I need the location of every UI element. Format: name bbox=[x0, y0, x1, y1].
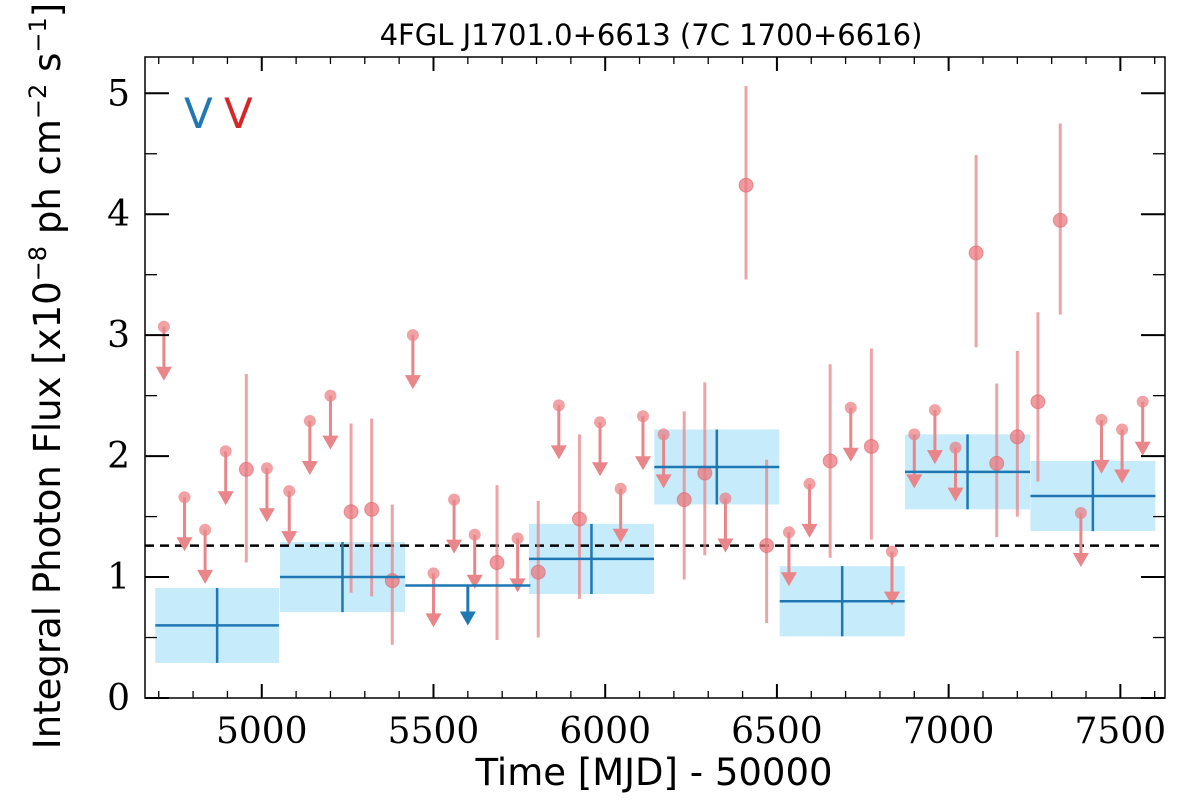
x-tick-label-5: 7500 bbox=[1075, 711, 1167, 752]
monthly-point-11 bbox=[384, 573, 400, 589]
monthly-ul-arrow-0-head bbox=[155, 366, 172, 381]
monthly-point-20 bbox=[571, 511, 587, 527]
x-tick-label-3: 6500 bbox=[731, 711, 823, 752]
monthly-ul-arrow-38-head bbox=[947, 487, 964, 502]
monthly-ul-arrow-14-head bbox=[446, 539, 463, 554]
monthly-ul-arrow-1-head bbox=[176, 537, 193, 552]
monthly-ul-arrow-21-head bbox=[592, 462, 609, 477]
y-tick-label-4: 4 bbox=[107, 194, 130, 235]
x-tick-label-0: 5000 bbox=[216, 711, 308, 752]
y-axis-label-exp3: −1 bbox=[24, 17, 52, 52]
monthly-ul-arrow-12-head bbox=[404, 375, 421, 390]
monthly-ul-arrow-2-head bbox=[197, 569, 214, 584]
monthly-point-10 bbox=[364, 501, 380, 517]
monthly-point-39 bbox=[968, 245, 984, 261]
monthly-ul-arrow-47-head bbox=[1134, 441, 1151, 456]
y-axis-label-exp1: −8 bbox=[24, 246, 52, 281]
monthly-ul-arrow-31-head bbox=[801, 523, 818, 538]
monthly-ul-arrow-37-head bbox=[926, 450, 943, 465]
monthly-ul-arrow-46-head bbox=[1114, 469, 1131, 484]
plot-area: 5000 5500 6000 6500 7000 7500 0 1 2 3 4 5 bbox=[107, 56, 1167, 752]
y-axis-label-mid: ph cm bbox=[26, 119, 69, 246]
y-axis-label-end: ] bbox=[26, 3, 69, 17]
monthly-ul-arrow-7-head bbox=[301, 461, 318, 476]
monthly-ul-arrow-15-head bbox=[466, 574, 483, 589]
monthly-ul-arrow-30-head bbox=[780, 572, 797, 587]
marker-v-blue: V bbox=[184, 89, 213, 138]
yearly-ul-arrow-2-head bbox=[459, 611, 476, 626]
monthly-ul-arrow-3-head bbox=[217, 491, 234, 506]
y-tick-label-3: 3 bbox=[107, 315, 130, 356]
y-tick-label-0: 0 bbox=[107, 678, 130, 719]
y-axis-label-exp2: −2 bbox=[24, 84, 52, 119]
x-tick-label-4: 7000 bbox=[903, 711, 995, 752]
monthly-ul-arrow-27-head bbox=[717, 538, 734, 553]
monthly-ul-arrow-22-head bbox=[612, 528, 629, 543]
monthly-ul-arrow-23-head bbox=[634, 456, 651, 471]
plot-frame bbox=[144, 56, 1166, 699]
monthly-point-41 bbox=[1009, 429, 1025, 445]
x-axis-label: Time [MJD] - 50000 bbox=[474, 751, 832, 794]
y-axis-label: Integral Photon Flux [x10−8 ph cm−2 s−1] bbox=[24, 3, 69, 749]
monthly-ul-arrow-44-head bbox=[1072, 552, 1089, 567]
monthly-ul-arrow-5-head bbox=[258, 508, 275, 523]
monthly-point-32 bbox=[822, 453, 838, 469]
monthly-ul-arrow-36-head bbox=[906, 474, 923, 489]
monthly-ul-arrow-35-head bbox=[883, 591, 900, 606]
marker-v-red: V bbox=[224, 89, 253, 138]
monthly-ul-arrow-19-head bbox=[550, 445, 567, 460]
monthly-ul-arrow-24-head bbox=[655, 474, 672, 489]
y-tick-label-5: 5 bbox=[107, 73, 130, 114]
y-axis-label-mid2: s bbox=[26, 53, 69, 84]
monthly-point-16 bbox=[489, 555, 505, 571]
chart-title: 4FGL J1701.0+6613 (7C 1700+6616) bbox=[380, 18, 923, 52]
x-tick-label-1: 5500 bbox=[388, 711, 480, 752]
x-tick-label-2: 6000 bbox=[559, 711, 651, 752]
monthly-point-29 bbox=[759, 538, 775, 554]
monthly-point-18 bbox=[530, 564, 546, 580]
y-tick-label-1: 1 bbox=[107, 557, 130, 598]
monthly-point-25 bbox=[676, 492, 692, 508]
y-tick-label-2: 2 bbox=[107, 436, 130, 477]
monthly-point-42 bbox=[1030, 394, 1046, 410]
monthly-point-43 bbox=[1052, 212, 1068, 228]
monthly-ul-arrow-8-head bbox=[322, 435, 339, 450]
monthly-ul-arrow-45-head bbox=[1093, 459, 1110, 474]
monthly-point-40 bbox=[989, 455, 1005, 471]
monthly-ul-arrow-13-head bbox=[425, 613, 442, 628]
monthly-point-28 bbox=[738, 177, 754, 193]
monthly-point-4 bbox=[238, 461, 254, 477]
monthly-point-34 bbox=[863, 438, 879, 454]
monthly-point-9 bbox=[343, 504, 359, 520]
monthly-ul-arrow-6-head bbox=[281, 531, 298, 546]
y-axis-label-main: Integral Photon Flux [x10 bbox=[26, 281, 69, 749]
monthly-ul-arrow-33-head bbox=[842, 447, 859, 462]
